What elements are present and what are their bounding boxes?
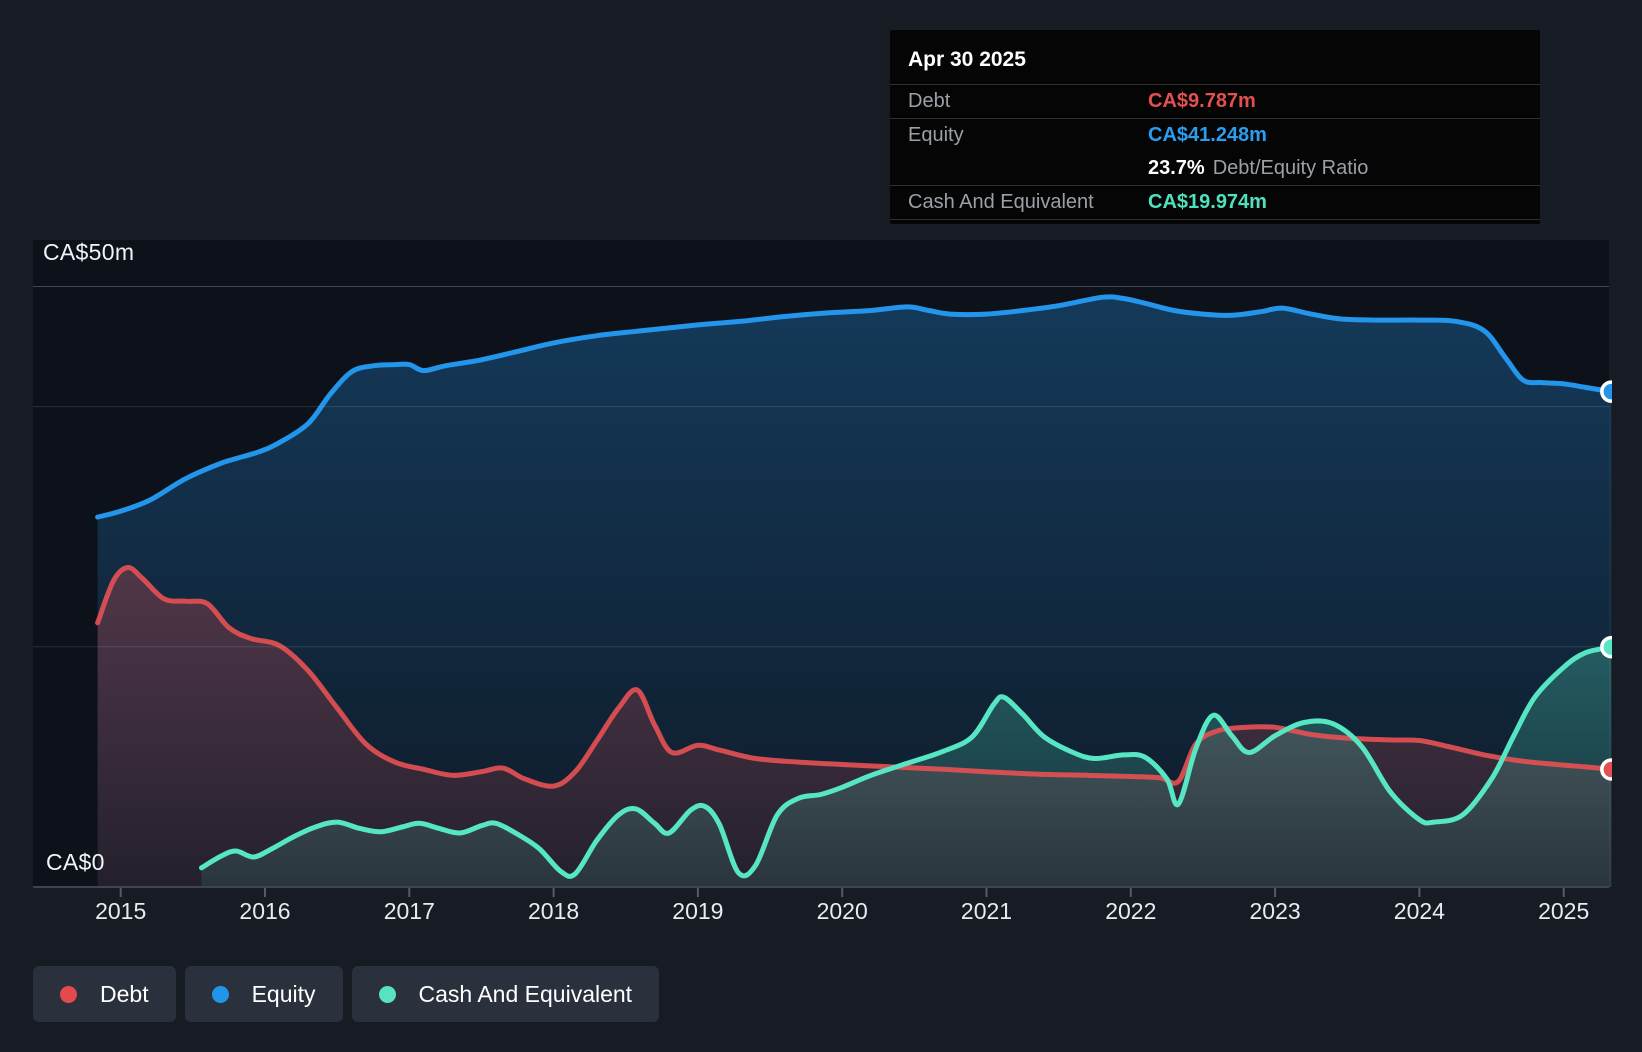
tooltip-date: Apr 30 2025 bbox=[890, 40, 1540, 85]
legend-dot-icon bbox=[211, 985, 229, 1003]
cash-and-equivalent-line bbox=[199, 644, 1612, 879]
legend-label: Debt bbox=[100, 980, 149, 1007]
equity-line bbox=[95, 294, 1612, 520]
legend-item-equity[interactable]: Equity bbox=[184, 966, 343, 1022]
tooltip-debt-row: Debt CA$9.787m bbox=[890, 85, 1540, 119]
debt-line bbox=[95, 565, 1612, 789]
tooltip-cash-value: CA$19.974m bbox=[1148, 191, 1267, 213]
legend-label: Equity bbox=[251, 980, 316, 1007]
legend-dot-icon bbox=[378, 985, 396, 1003]
legend-item-cash-and-equivalent[interactable]: Cash And Equivalent bbox=[351, 966, 660, 1022]
x-axis-year-label: 2021 bbox=[960, 898, 1013, 924]
tooltip-equity-label: Equity bbox=[908, 124, 964, 146]
x-axis-year-label: 2024 bbox=[1393, 898, 1445, 924]
tooltip-ratio-value: 23.7% bbox=[1148, 157, 1205, 179]
tooltip-ratio-label: Debt/Equity Ratio bbox=[1212, 157, 1369, 179]
tooltip-equity-row: Equity CA$41.248m bbox=[890, 119, 1540, 152]
equity-end-marker[interactable] bbox=[1600, 380, 1621, 403]
x-axis-year-label: 2023 bbox=[1249, 898, 1301, 924]
tooltip-cash-label: Cash And Equivalent bbox=[908, 191, 1094, 213]
legend-dot-icon bbox=[60, 985, 77, 1003]
chart-legend: Debt Equity Cash And Equivalent bbox=[33, 966, 660, 1022]
tooltip-debt-label: Debt bbox=[908, 90, 951, 112]
x-axis-year-label: 2019 bbox=[672, 898, 724, 924]
tooltip-cash-row: Cash And Equivalent CA$19.974m bbox=[890, 186, 1540, 220]
tooltip-ratio-row: 23.7% Debt/Equity Ratio bbox=[890, 152, 1540, 186]
y-axis-max-label: CA$50m bbox=[43, 239, 135, 265]
x-axis-year-label: 2015 bbox=[95, 898, 147, 924]
legend-label: Cash And Equivalent bbox=[418, 980, 633, 1007]
debt-end-marker[interactable] bbox=[1600, 758, 1621, 781]
x-axis-year-label: 2018 bbox=[528, 898, 580, 924]
legend-item-debt[interactable]: Debt bbox=[33, 966, 176, 1022]
x-axis-year-label: 2017 bbox=[383, 898, 435, 924]
x-axis-year-label: 2020 bbox=[816, 898, 868, 924]
x-axis-year-label: 2016 bbox=[239, 898, 291, 924]
hover-tooltip: Apr 30 2025 Debt CA$9.787m Equity CA$41.… bbox=[890, 30, 1540, 224]
y-axis-zero-label: CA$0 bbox=[46, 849, 105, 875]
tooltip-equity-value: CA$41.248m bbox=[1148, 124, 1267, 146]
cash-and-equivalent-end-marker[interactable] bbox=[1600, 635, 1621, 659]
tooltip-debt-value: CA$9.787m bbox=[1148, 90, 1256, 112]
x-axis-year-label: 2025 bbox=[1538, 898, 1590, 924]
x-axis-year-label: 2022 bbox=[1105, 898, 1157, 924]
